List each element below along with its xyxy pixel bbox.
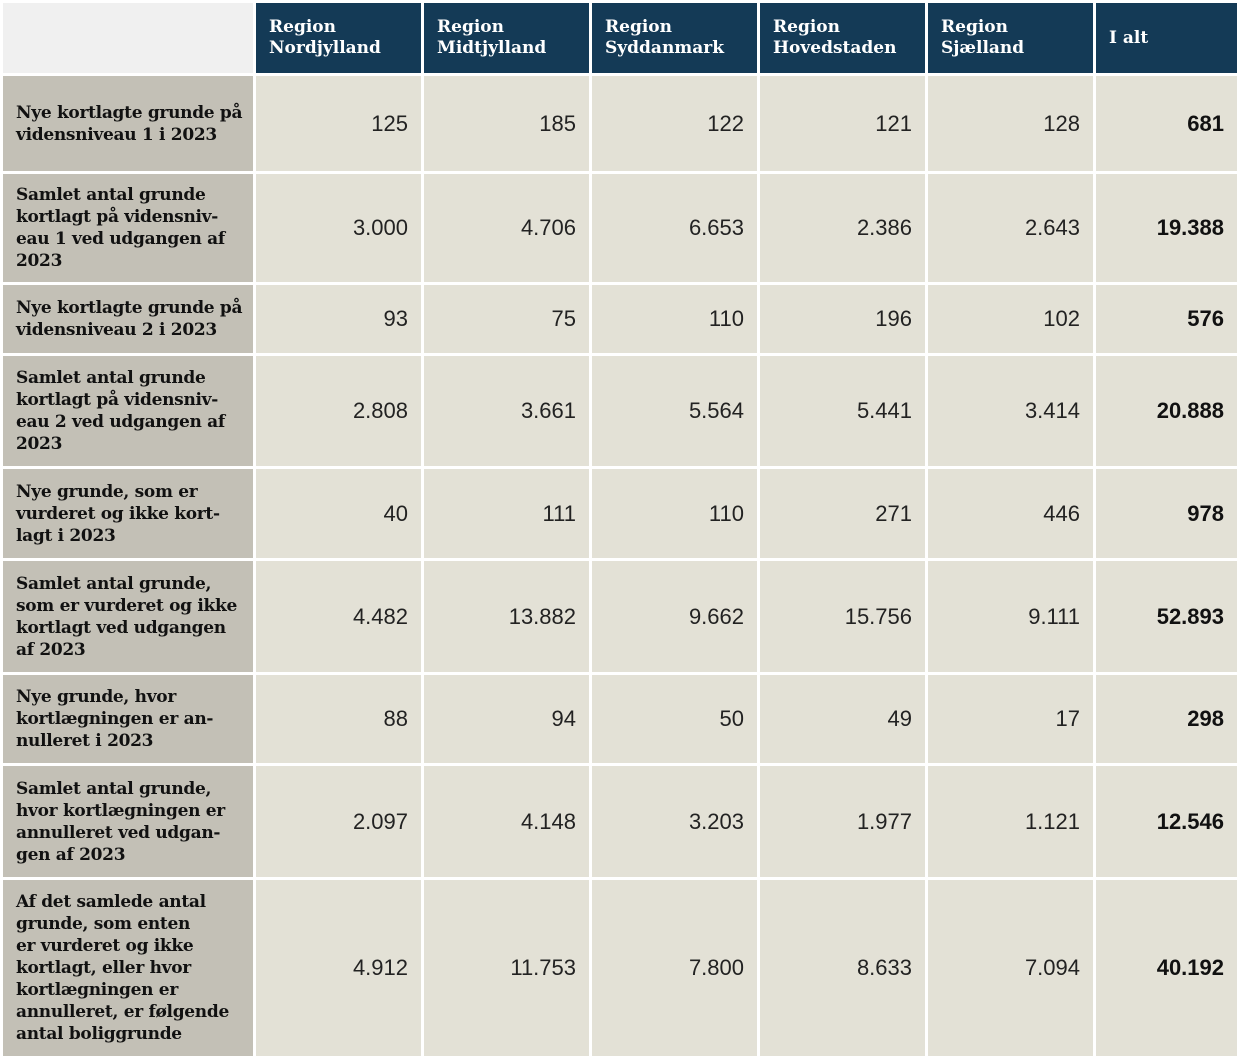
value-cell: 4.706: [424, 174, 589, 282]
row-label: Nye grunde, som er vurderet og ikke kort…: [3, 469, 253, 558]
value-cell: 128: [928, 76, 1093, 171]
value-cell: 111: [424, 469, 589, 558]
value-cell: 102: [928, 285, 1093, 353]
value-cell: 125: [256, 76, 421, 171]
value-cell: 271: [760, 469, 925, 558]
row-label: Samlet antal grunde kortlagt på vidensni…: [3, 174, 253, 282]
value-cell: 3.000: [256, 174, 421, 282]
value-cell: 196: [760, 285, 925, 353]
value-cell: 4.148: [424, 766, 589, 877]
value-cell: 7.800: [592, 880, 757, 1056]
value-cell: 110: [592, 469, 757, 558]
value-cell: 11.753: [424, 880, 589, 1056]
value-cell: 17: [928, 675, 1093, 763]
value-cell: 88: [256, 675, 421, 763]
value-cell: 40: [256, 469, 421, 558]
value-cell: 93: [256, 285, 421, 353]
column-header: Region Nordjylland: [256, 3, 421, 73]
value-cell: 5.441: [760, 356, 925, 466]
value-cell: 9.111: [928, 561, 1093, 672]
total-cell: 40.192: [1096, 880, 1237, 1056]
row-label: Nye kortlagte grunde på vidensniveau 1 i…: [3, 76, 253, 171]
row-label: Samlet antal grunde, hvor kortlægningen …: [3, 766, 253, 877]
row-label: Nye kortlagte grunde på vidensniveau 2 i…: [3, 285, 253, 353]
value-cell: 8.633: [760, 880, 925, 1056]
value-cell: 49: [760, 675, 925, 763]
value-cell: 122: [592, 76, 757, 171]
row-label: Af det samlede antal grunde, som enten e…: [3, 880, 253, 1056]
total-cell: 20.888: [1096, 356, 1237, 466]
value-cell: 9.662: [592, 561, 757, 672]
value-cell: 6.653: [592, 174, 757, 282]
total-cell: 52.893: [1096, 561, 1237, 672]
value-cell: 50: [592, 675, 757, 763]
row-label: Samlet antal grunde kortlagt på vidensni…: [3, 356, 253, 466]
total-cell: 298: [1096, 675, 1237, 763]
value-cell: 3.414: [928, 356, 1093, 466]
value-cell: 121: [760, 76, 925, 171]
total-cell: 576: [1096, 285, 1237, 353]
total-cell: 978: [1096, 469, 1237, 558]
value-cell: 2.097: [256, 766, 421, 877]
value-cell: 2.386: [760, 174, 925, 282]
value-cell: 7.094: [928, 880, 1093, 1056]
value-cell: 1.977: [760, 766, 925, 877]
column-header: Region Midtjylland: [424, 3, 589, 73]
value-cell: 446: [928, 469, 1093, 558]
corner-cell: [3, 3, 253, 73]
total-cell: 681: [1096, 76, 1237, 171]
column-header: Region Sjælland: [928, 3, 1093, 73]
column-header: Region Syddanmark: [592, 3, 757, 73]
value-cell: 15.756: [760, 561, 925, 672]
column-header: I alt: [1096, 3, 1237, 73]
value-cell: 185: [424, 76, 589, 171]
value-cell: 4.482: [256, 561, 421, 672]
value-cell: 5.564: [592, 356, 757, 466]
value-cell: 1.121: [928, 766, 1093, 877]
total-cell: 12.546: [1096, 766, 1237, 877]
column-header: Region Hovedstaden: [760, 3, 925, 73]
value-cell: 2.643: [928, 174, 1093, 282]
value-cell: 3.661: [424, 356, 589, 466]
row-label: Samlet antal grunde, som er vurderet og …: [3, 561, 253, 672]
row-label: Nye grunde, hvor kortlægningen er an- nu…: [3, 675, 253, 763]
value-cell: 75: [424, 285, 589, 353]
value-cell: 2.808: [256, 356, 421, 466]
value-cell: 3.203: [592, 766, 757, 877]
value-cell: 94: [424, 675, 589, 763]
value-cell: 4.912: [256, 880, 421, 1056]
value-cell: 13.882: [424, 561, 589, 672]
total-cell: 19.388: [1096, 174, 1237, 282]
value-cell: 110: [592, 285, 757, 353]
